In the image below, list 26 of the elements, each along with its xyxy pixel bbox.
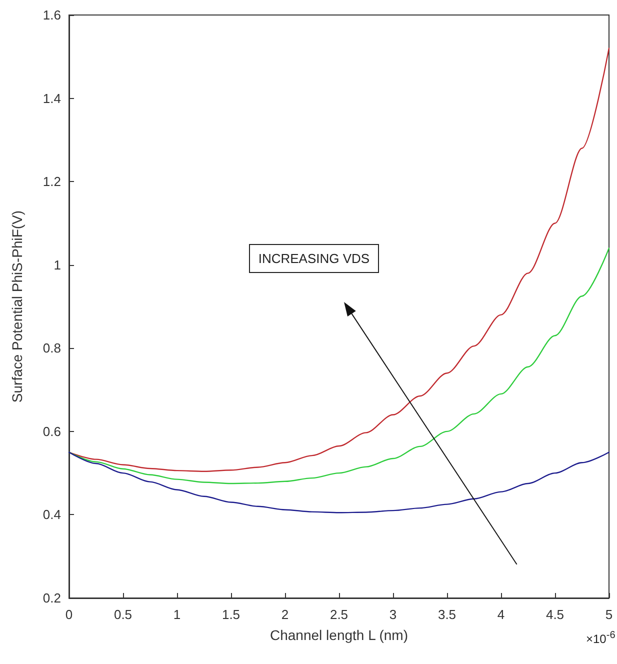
- x-tick-label: 5: [605, 607, 613, 622]
- annotation: INCREASING VDS: [249, 244, 379, 274]
- x-tick-label: 4.5: [546, 607, 564, 622]
- y-tick-label: 0.8: [42, 340, 61, 356]
- x-tick-label: 2.5: [330, 607, 348, 622]
- y-tick-label: 1.6: [42, 8, 61, 22]
- line-series: [68, 248, 610, 484]
- y-tick-label: 0.4: [42, 507, 61, 522]
- x-tick-label: 2: [281, 607, 289, 622]
- y-tick-label: 0.6: [42, 424, 61, 439]
- text: ×10$^{-6}$: [586, 630, 616, 646]
- x-tick-label: 3: [389, 607, 397, 622]
- x-tick-label: 1.5: [222, 607, 240, 622]
- x-tick-label: 0: [65, 607, 73, 622]
- y-tick-label: 0.2: [42, 590, 61, 606]
- x-axis-title: Channel length L (nm): [270, 627, 408, 643]
- y-tick-label: 1: [54, 257, 61, 272]
- y-tick-label: 1.4: [42, 90, 61, 106]
- x-tick-label: 4: [497, 607, 505, 622]
- x-tick-label: 1: [173, 607, 181, 622]
- y-tick-label: 1.2: [42, 174, 61, 190]
- line-series: [68, 452, 610, 514]
- x-tick-label: 3.5: [438, 607, 456, 622]
- x-tick-label: 0.5: [114, 607, 132, 622]
- y-axis-title: Surface Potential PhiS-PhiF(V): [9, 210, 25, 403]
- line-series: [68, 48, 610, 472]
